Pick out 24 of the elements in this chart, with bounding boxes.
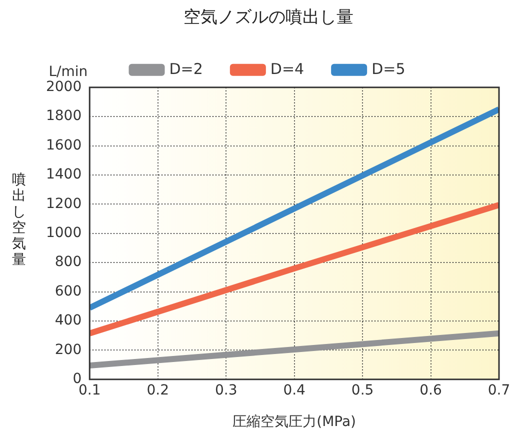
y-tick-label: 1200	[46, 196, 82, 212]
x-tick-label: 0.5	[351, 382, 374, 398]
text: L/min	[48, 64, 88, 80]
y-tick-label: 1600	[46, 137, 82, 154]
y-tick-label: 200	[54, 342, 82, 358]
y-tick-label: 800	[54, 254, 82, 270]
legend-label: D=4	[270, 60, 304, 78]
chart-title: 空気ノズルの噴出し量	[184, 8, 354, 28]
y-tick-label: 1000	[46, 225, 82, 242]
y-axis-title: 噴出し空気量	[12, 172, 27, 268]
y-tick-label: 1400	[46, 166, 82, 183]
y-tick-label: 2000	[46, 79, 82, 96]
x-tick-label: 0.6	[420, 382, 442, 398]
x-tick-label: 0.1	[78, 382, 101, 398]
x-tick-label: 0.3	[214, 382, 238, 398]
x-tick-label: 0.7	[488, 382, 510, 398]
y-tick-label: 600	[54, 283, 82, 300]
y-tick-label: 1800	[46, 108, 82, 124]
legend-label: D=2	[169, 60, 203, 78]
legend-label: D=5	[372, 60, 406, 78]
x-tick-label: 0.2	[146, 382, 169, 398]
y-tick-label: 400	[54, 312, 82, 329]
x-axis-title: 圧縮空気圧力(MPa)	[232, 414, 356, 430]
x-tick-label: 0.4	[283, 382, 306, 398]
